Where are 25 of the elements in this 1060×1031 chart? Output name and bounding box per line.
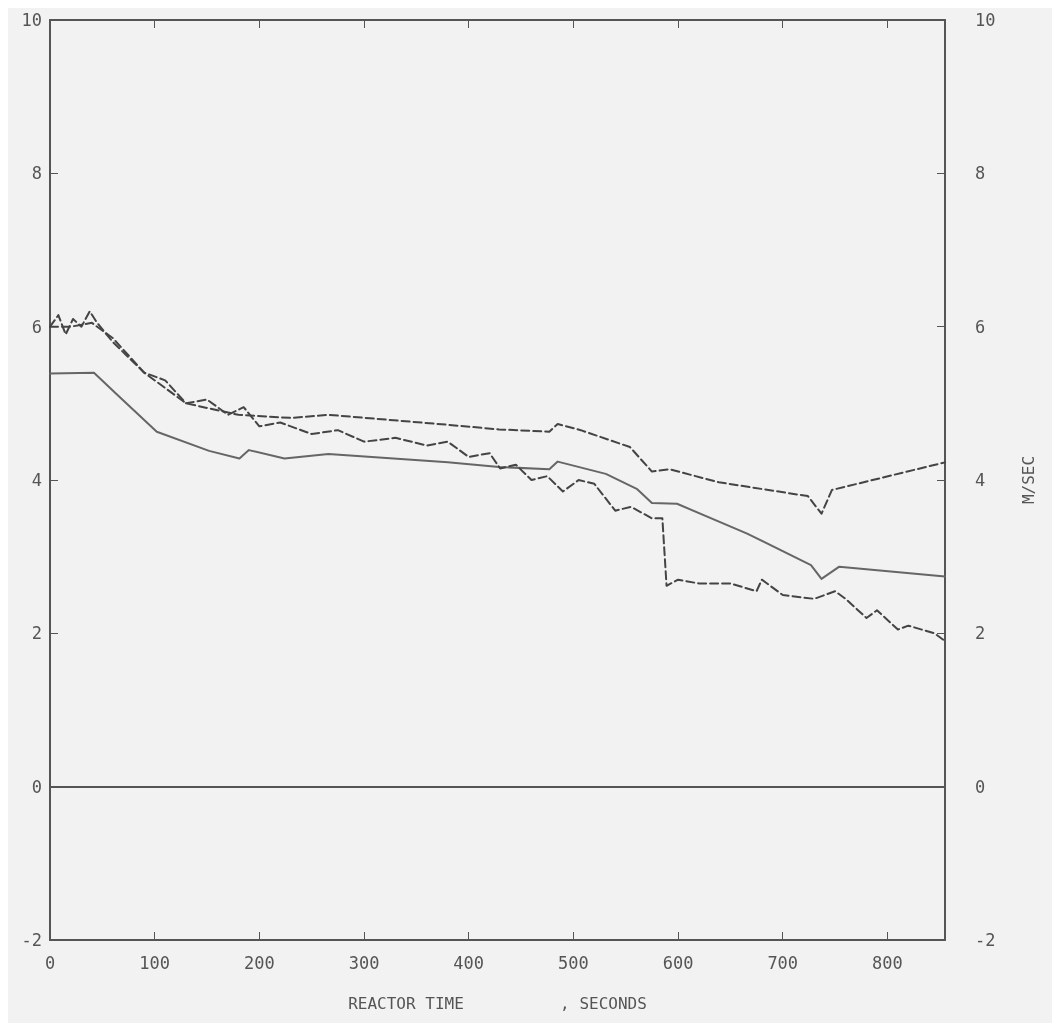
x-tick-label: 700	[767, 952, 799, 973]
y2-tick-label: 0	[975, 776, 986, 797]
y-tick-label: 6	[31, 316, 42, 337]
y-tick-label: 8	[31, 163, 42, 184]
y2-tick-label: 10	[975, 10, 996, 30]
x-axis-title: REACTOR TIME , SECONDS	[348, 993, 647, 1013]
x-tick-label: 100	[139, 952, 171, 973]
x-tick-label: 500	[558, 952, 589, 973]
x-tick-label: 300	[348, 952, 380, 973]
y2-tick-label: 6	[975, 316, 986, 337]
y-tick-label: 10	[21, 10, 42, 30]
x-tick-label: 200	[244, 952, 275, 973]
y2-tick-label: -2	[975, 930, 996, 950]
y-tick-label: 4	[31, 470, 42, 490]
y2-tick-label: 8	[975, 163, 986, 184]
y2-tick-label: 2	[975, 623, 986, 644]
y-tick-label: 0	[31, 776, 42, 797]
x-tick-label: 0	[44, 952, 56, 973]
y2-tick-label: 4	[975, 470, 986, 490]
x-tick-label: 800	[872, 952, 903, 973]
y-tick-label: -2	[21, 930, 42, 950]
y-tick-label: 2	[31, 623, 42, 644]
y2-axis-title: M/SEC	[1018, 455, 1038, 505]
x-tick-label: 600	[662, 952, 694, 973]
x-tick-label: 400	[453, 952, 485, 973]
